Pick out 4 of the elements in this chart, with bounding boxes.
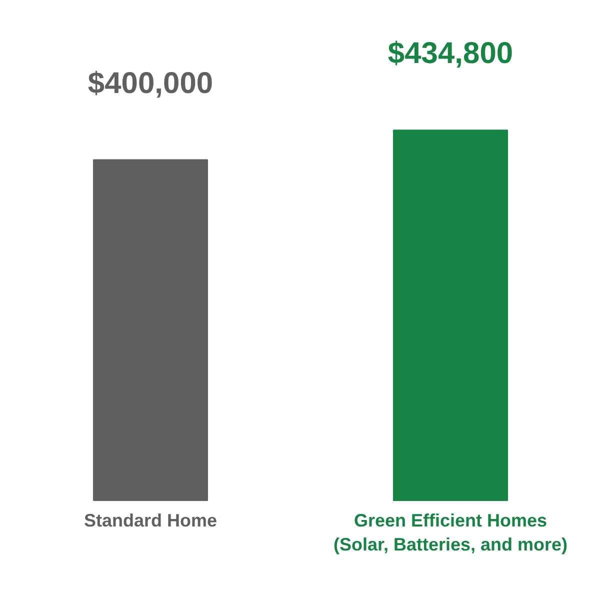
data-label: $400,000 xyxy=(88,66,214,100)
x-tick-label: Green Efficient Homes (Solar, Batteries, and more) xyxy=(333,510,568,554)
data-label: $434,800 xyxy=(388,37,514,70)
x-tick-label: Standard Home xyxy=(84,510,218,530)
